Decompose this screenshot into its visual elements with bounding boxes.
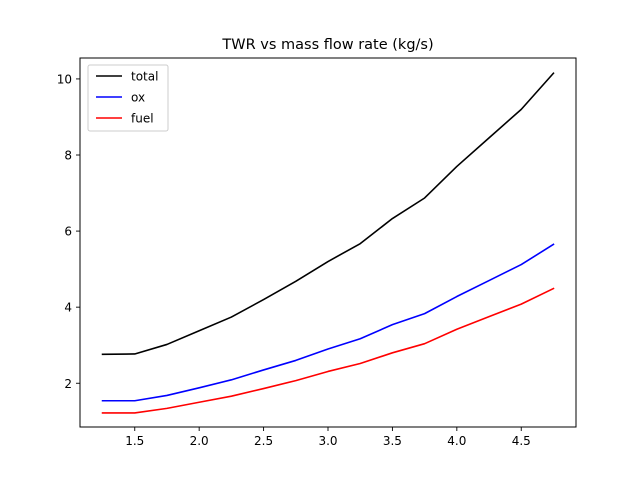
legend: total ox fuel bbox=[87, 64, 169, 132]
x-tick-label: 3.5 bbox=[383, 434, 402, 448]
x-tick-label: 3.0 bbox=[318, 434, 337, 448]
x-tick-label: 1.5 bbox=[125, 434, 144, 448]
legend-label-total: total bbox=[131, 70, 158, 84]
x-tick-label: 2.5 bbox=[254, 434, 273, 448]
x-tick-label: 4.0 bbox=[447, 434, 466, 448]
y-axis: 2 4 6 8 10 bbox=[57, 72, 80, 391]
series-layer bbox=[101, 72, 555, 414]
y-tick-label: 10 bbox=[57, 72, 72, 86]
legend-box bbox=[87, 64, 169, 132]
legend-label-fuel: fuel bbox=[131, 112, 154, 126]
series-line-total bbox=[101, 72, 555, 356]
y-tick-label: 2 bbox=[64, 377, 72, 391]
y-tick-label: 8 bbox=[64, 149, 72, 163]
legend-label-ox: ox bbox=[131, 91, 145, 105]
y-tick-label: 6 bbox=[64, 225, 72, 239]
x-tick-label: 2.0 bbox=[190, 434, 209, 448]
series-line-ox bbox=[101, 243, 555, 402]
chart-title: TWR vs mass flow rate (kg/s) bbox=[221, 37, 433, 53]
x-tick-label: 4.5 bbox=[512, 434, 531, 448]
x-axis: 1.5 2.0 2.5 3.0 3.5 4.0 4.5 bbox=[125, 427, 531, 448]
y-tick-label: 4 bbox=[64, 301, 72, 315]
series-line-fuel bbox=[101, 287, 555, 414]
